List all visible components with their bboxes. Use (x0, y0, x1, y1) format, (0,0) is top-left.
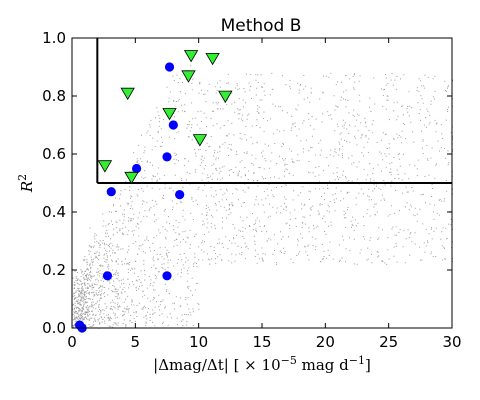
x-tick-label: 5 (131, 333, 141, 351)
y-tick-label: 1.0 (42, 29, 66, 47)
y-tick-label: 0.8 (42, 87, 66, 105)
y-axis: 0.0 0.2 0.4 0.6 0.8 1.0 (42, 29, 452, 337)
background-point-cloud (72, 65, 453, 329)
green-triangle-point (218, 90, 233, 103)
x-tick-label: 25 (379, 333, 398, 351)
green-triangle-point (162, 108, 177, 121)
green-triangle-point (205, 53, 220, 66)
blue-circle-point (162, 152, 172, 162)
chart-title: Method B (221, 16, 302, 36)
y-tick-label: 0.6 (42, 145, 66, 163)
x-tick-label: 30 (442, 333, 461, 351)
background-points (72, 65, 453, 329)
blue-circle-point (132, 163, 142, 174)
green-triangle-point (97, 160, 113, 173)
y-axis-label: R2 (16, 174, 36, 193)
highlighted-points (75, 50, 233, 333)
green-triangle-point (120, 87, 135, 101)
y-tick-label: 0.4 (42, 203, 66, 221)
blue-circle-point (175, 190, 185, 200)
green-triangle-point (181, 70, 196, 83)
y-tick-label: 0.0 (42, 319, 66, 337)
blue-circle-point (168, 120, 178, 130)
x-tick-label: 10 (189, 333, 208, 351)
x-axis: 0 5 10 15 20 25 30 (67, 38, 462, 351)
blue-circle-point (164, 62, 175, 72)
green-triangle-point (124, 171, 139, 185)
blue-circle-point (102, 271, 113, 281)
x-tick-label: 0 (67, 333, 77, 351)
blue-circle-point (106, 187, 116, 197)
x-tick-label: 20 (316, 333, 335, 351)
x-axis-label: |Δmag/Δt| [ × 10−5 mag d−1] (153, 354, 371, 374)
green-triangle-point (192, 134, 208, 147)
x-tick-label: 15 (252, 333, 271, 351)
threshold-lines (96, 38, 452, 184)
y-tick-label: 0.2 (42, 261, 66, 279)
green-triangle-point (183, 50, 199, 63)
blue-circle-point (162, 271, 172, 281)
